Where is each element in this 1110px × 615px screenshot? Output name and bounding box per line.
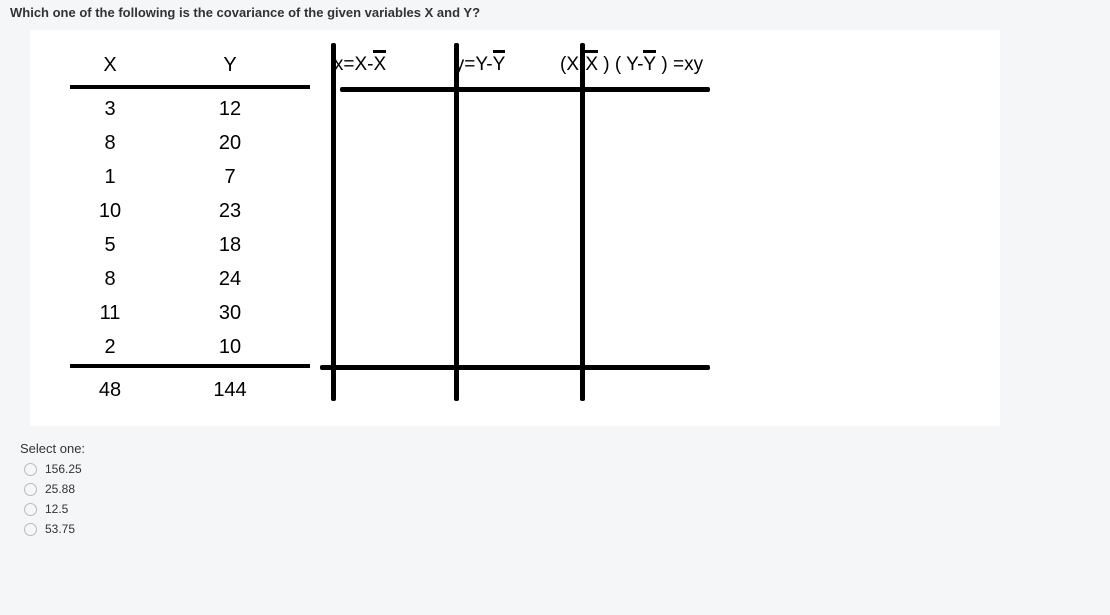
cell-y: 24 [160, 268, 300, 291]
table-row: 11 30 [60, 296, 960, 330]
table-row: 3 12 [60, 92, 960, 126]
cell-x: 3 [60, 98, 160, 121]
answer-section: Select one: 156.25 25.88 12.5 53.75 [10, 426, 1100, 536]
cell-x: 8 [60, 132, 160, 155]
cell-x: 1 [60, 166, 160, 189]
radio-icon[interactable] [24, 503, 37, 516]
xy-lparen: (X- [560, 54, 585, 75]
xy-end: ) =xy [656, 54, 703, 75]
cell-x: 10 [60, 200, 160, 223]
data-rows: 3 12 8 20 1 7 10 23 5 18 [60, 92, 960, 364]
cell-x: 8 [60, 268, 160, 291]
header-xy: (X-X ) ( Y-Y ) =xy [540, 54, 800, 76]
header-y: Y [160, 54, 300, 77]
xy-mid: ) ( Y- [598, 54, 643, 75]
radio-icon[interactable] [24, 523, 37, 536]
header-ydev: y=Y-Y [420, 54, 540, 76]
question-text: Which one of the following is the covari… [10, 5, 1100, 20]
ydev-bar: Y [493, 54, 506, 76]
sum-x: 48 [60, 379, 160, 402]
xy-ybar: Y [643, 54, 656, 76]
option-row[interactable]: 53.75 [20, 522, 1100, 536]
cell-x: 5 [60, 234, 160, 257]
radio-icon[interactable] [24, 463, 37, 476]
table-row: 1 7 [60, 160, 960, 194]
cell-y: 23 [160, 200, 300, 223]
option-row[interactable]: 156.25 [20, 462, 1100, 476]
cell-x: 2 [60, 336, 160, 359]
cell-y: 12 [160, 98, 300, 121]
header-x: X [60, 54, 160, 77]
cell-y: 20 [160, 132, 300, 155]
header-divider [70, 85, 310, 89]
table-row: 8 20 [60, 126, 960, 160]
cell-y: 7 [160, 166, 300, 189]
table-row: 8 24 [60, 262, 960, 296]
question-container: Which one of the following is the covari… [0, 0, 1110, 547]
radio-icon[interactable] [24, 483, 37, 496]
option-row[interactable]: 25.88 [20, 482, 1100, 496]
table-row: 5 18 [60, 228, 960, 262]
sum-y: 144 [160, 379, 300, 402]
cell-y: 10 [160, 336, 300, 359]
cell-y: 30 [160, 302, 300, 325]
header-xdev: x=X-X [300, 54, 420, 76]
xdev-prefix: x=X- [334, 54, 374, 75]
xdev-bar: X [373, 54, 386, 76]
table-area: X Y x=X-X y=Y-Y (X-X ) ( Y-Y ) =xy 3 12 [30, 30, 1000, 426]
data-table: X Y x=X-X y=Y-Y (X-X ) ( Y-Y ) =xy 3 12 [60, 45, 960, 406]
sum-row: 48 144 [60, 370, 960, 406]
option-label: 25.88 [45, 482, 75, 496]
table-header-row: X Y x=X-X y=Y-Y (X-X ) ( Y-Y ) =xy [60, 45, 960, 85]
table-row: 2 10 [60, 330, 960, 364]
option-label: 53.75 [45, 522, 75, 536]
sum-divider [70, 364, 310, 368]
table-row: 10 23 [60, 194, 960, 228]
cell-x: 11 [60, 302, 160, 325]
cell-y: 18 [160, 234, 300, 257]
option-label: 156.25 [45, 462, 82, 476]
ydev-prefix: y=Y- [455, 54, 493, 75]
xy-xbar: X [585, 54, 598, 76]
select-label: Select one: [20, 441, 1100, 456]
option-row[interactable]: 12.5 [20, 502, 1100, 516]
option-label: 12.5 [45, 502, 68, 516]
